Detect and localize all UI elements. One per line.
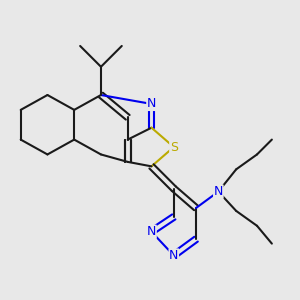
Text: N: N [147, 98, 156, 110]
Text: N: N [147, 225, 156, 238]
Text: N: N [214, 185, 223, 198]
Text: N: N [169, 249, 178, 262]
Text: S: S [170, 140, 178, 154]
